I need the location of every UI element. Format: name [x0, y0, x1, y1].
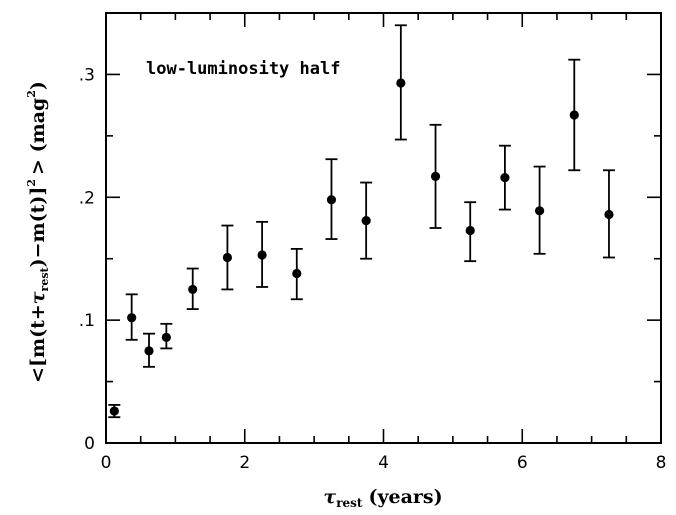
x-tick-label: 6	[517, 453, 528, 473]
axis-ticks	[105, 12, 662, 444]
x-tick-label: 8	[656, 453, 667, 473]
data-point	[429, 123, 442, 229]
point-marker	[188, 284, 198, 295]
data-point	[160, 322, 173, 350]
point-marker	[465, 225, 475, 236]
chart-annotation: low-luminosity half	[146, 59, 340, 79]
point-marker	[500, 173, 510, 183]
data-point	[464, 201, 477, 263]
data-point	[568, 58, 581, 172]
x-tick-label: 4	[378, 453, 389, 473]
data-point	[394, 24, 407, 141]
data-point	[533, 165, 546, 255]
point-marker	[257, 250, 267, 260]
x-axis-label: τrest (years)	[323, 486, 442, 510]
data-point	[186, 267, 199, 310]
point-marker	[396, 78, 406, 88]
data-point	[221, 224, 234, 291]
data-point	[498, 144, 511, 211]
data-point	[256, 220, 269, 288]
point-marker	[144, 346, 154, 356]
y-axis-label: <[m(t+τrest)−m(t)]2> (mag2)	[25, 81, 51, 383]
point-marker	[292, 268, 302, 279]
x-tick-label: 2	[239, 453, 250, 473]
tick-labels: 0 2 4 6 8 0 .1 .2 .3	[79, 65, 667, 473]
point-marker	[127, 313, 137, 323]
x-tick-label: 0	[101, 453, 112, 473]
y-tick-label: 0	[84, 434, 95, 454]
data-point	[360, 181, 373, 260]
data-point	[290, 247, 303, 301]
y-tick-label: .1	[79, 311, 95, 331]
data-point	[325, 158, 338, 240]
data-point	[143, 332, 156, 368]
point-marker	[161, 332, 171, 342]
y-tick-label: .2	[79, 188, 95, 208]
data-point	[108, 404, 121, 419]
y-tick-label: .3	[79, 65, 95, 85]
point-marker	[569, 110, 579, 120]
data-point	[125, 293, 138, 341]
point-marker	[430, 171, 441, 181]
data-points	[108, 24, 615, 419]
point-marker	[604, 209, 614, 220]
point-marker	[222, 252, 233, 263]
point-marker	[361, 216, 371, 226]
point-marker	[534, 206, 545, 216]
point-marker	[109, 406, 119, 416]
data-point	[602, 169, 615, 259]
point-marker	[326, 195, 337, 205]
